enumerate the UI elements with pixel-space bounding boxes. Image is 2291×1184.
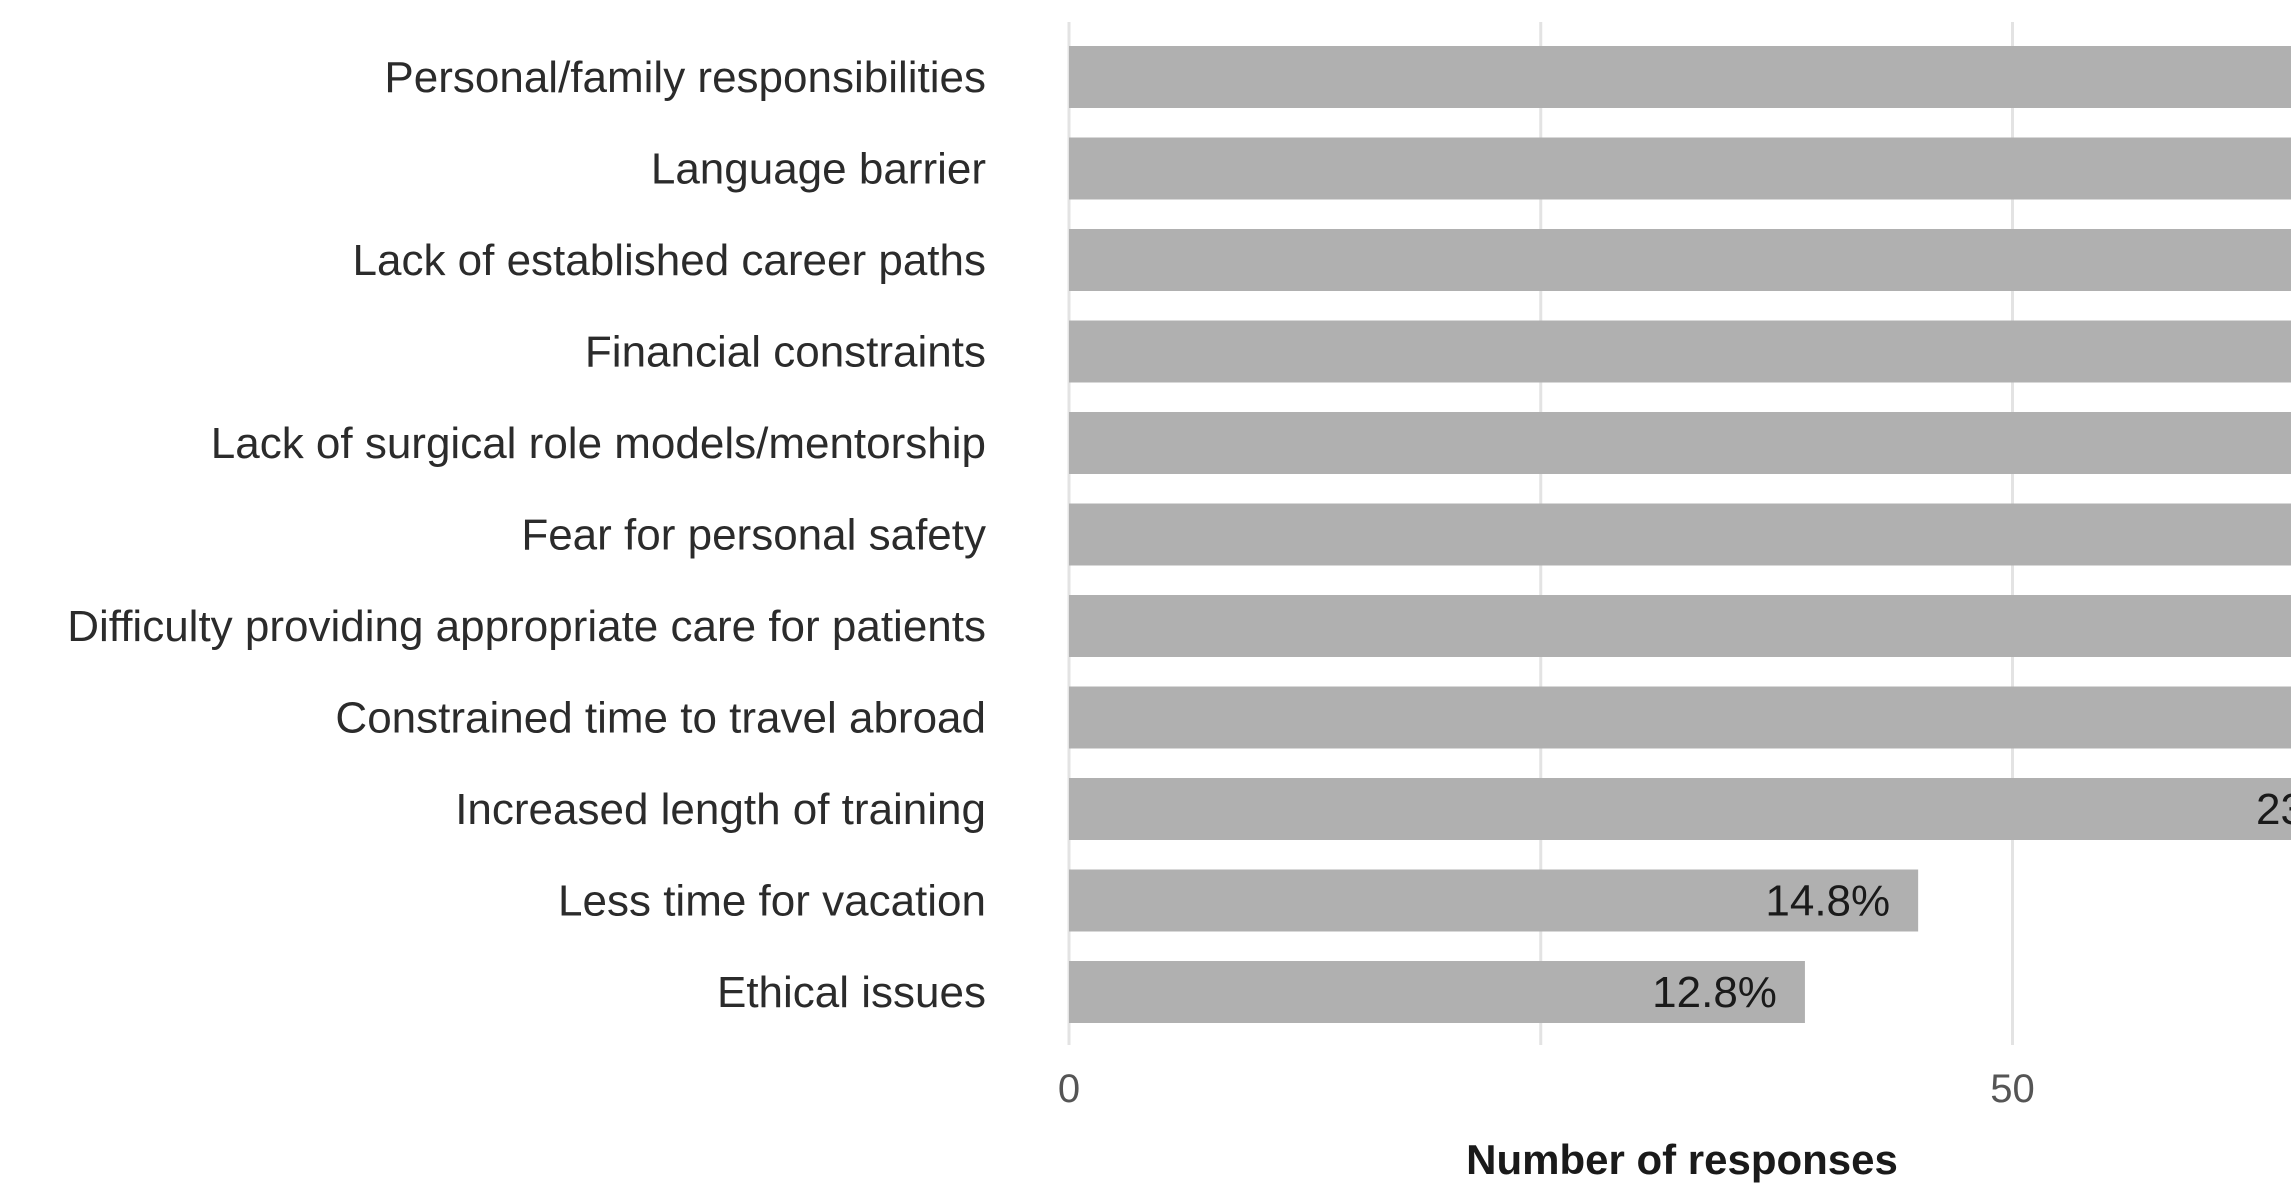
category-label: Lack of surgical role models/mentorship [211, 419, 986, 468]
bar [1069, 778, 2291, 840]
category-label: Constrained time to travel abroad [335, 694, 986, 743]
bar [1069, 46, 2291, 108]
x-tick-label: 50 [1990, 1067, 2035, 1111]
bar [1069, 412, 2291, 474]
category-label: Difficulty providing appropriate care fo… [67, 602, 986, 651]
x-tick-labels: 050100 [1058, 1067, 2035, 1111]
category-label: Language barrier [651, 145, 986, 194]
category-label: Financial constraints [585, 328, 986, 377]
bar [1069, 229, 2291, 291]
bar-value-label: 23.4% [2256, 785, 2291, 834]
bar [1069, 595, 2291, 657]
category-label: Increased length of training [455, 785, 986, 834]
bar-value-label: 12.8% [1652, 968, 1777, 1017]
category-labels: Personal/family responsibilities Language… [67, 53, 986, 1017]
category-label: Lack of established career paths [353, 236, 987, 285]
x-tick-label: 0 [1058, 1067, 1080, 1111]
category-label: Personal/family responsibilities [384, 53, 986, 102]
bar [1069, 503, 2291, 566]
bar-value-label: 14.8% [1765, 877, 1890, 926]
bar [1069, 961, 1805, 1023]
bars [1069, 46, 2291, 1023]
category-label: Ethical issues [717, 968, 986, 1017]
x-axis-title: Number of responses [1466, 1136, 1898, 1183]
value-labels: 42.8%42.1%39.1%34.5%33.6%26.6%25.3%24.3%… [1652, 785, 2291, 1017]
bar [1069, 686, 2291, 749]
bar [1069, 320, 2291, 383]
category-label: Less time for vacation [558, 877, 986, 926]
bar [1069, 869, 1919, 932]
bar [1069, 137, 2291, 200]
category-label: Fear for personal safety [521, 511, 986, 560]
